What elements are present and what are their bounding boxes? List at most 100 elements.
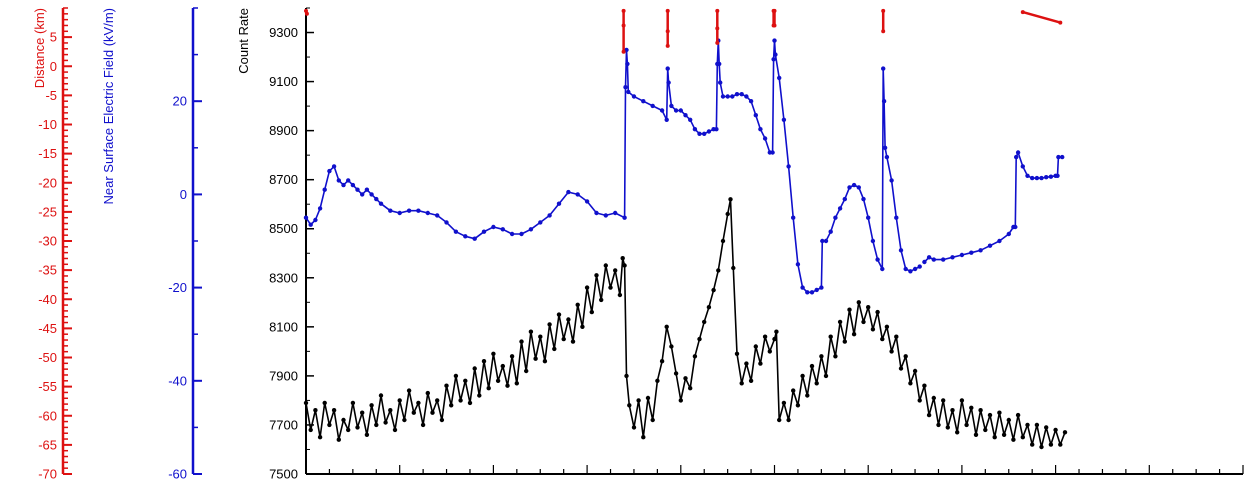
field-data-point [1014, 154, 1019, 160]
field-data-point [718, 80, 723, 85]
field-data-point [1034, 175, 1040, 181]
field-data-point [941, 257, 946, 262]
count-data-point [1062, 430, 1068, 435]
field-data-point [453, 229, 459, 234]
field-tick-label: -60 [168, 467, 187, 482]
field-data-point [861, 196, 866, 202]
field-data-point [926, 255, 932, 260]
field-data-point [463, 234, 468, 239]
distance-data-point [1058, 20, 1063, 25]
count-data-point [819, 354, 824, 359]
field-data-point [322, 187, 327, 192]
count-data-point [800, 373, 805, 379]
field-data-point [1048, 174, 1054, 179]
count-data-point [823, 373, 829, 379]
field-data-point [378, 201, 384, 206]
count-data-point [734, 351, 740, 356]
count-data-point [950, 408, 955, 413]
field-data-point [842, 196, 847, 202]
count-data-point [781, 400, 787, 406]
field-data-point [566, 189, 571, 195]
field-data-point [809, 290, 815, 295]
count-data-point [346, 427, 351, 433]
distance-data-point [772, 8, 777, 13]
count-data-point [1044, 425, 1049, 430]
field-data-point [950, 255, 955, 260]
distance-axis: 5 0 -5 -10 -15 -20 -25 -30 -35 -40 -45 -50 -55 -60 -65… [32, 7, 72, 482]
field-data-point [1025, 173, 1030, 178]
count-data-point [645, 395, 651, 401]
field-data-point [1056, 154, 1061, 160]
field-data-point [847, 185, 852, 190]
count-data-point [926, 412, 932, 418]
count-data-point [1030, 442, 1035, 447]
count-data-point [374, 422, 379, 428]
count-data-point [828, 334, 833, 339]
count-data-point [547, 322, 552, 327]
count-data-point [833, 354, 838, 359]
field-data-point [317, 206, 323, 211]
count-data-point [486, 386, 491, 391]
field-data-point [820, 238, 825, 244]
count-data-point [566, 317, 571, 322]
field-data-point [509, 231, 515, 237]
field-data-point [730, 94, 735, 99]
count-data-point [809, 363, 815, 369]
count-data-point [584, 285, 590, 290]
count-data-point [997, 410, 1002, 415]
field-data-point [856, 185, 861, 190]
distance-tick-label: -25 [38, 204, 57, 219]
count-data-point [955, 430, 960, 435]
count-data-point [435, 398, 440, 403]
field-data-point [641, 99, 646, 104]
count-data-point [388, 408, 393, 413]
field-data-point [538, 220, 543, 225]
count-data-point [861, 319, 866, 325]
field-data-point [922, 259, 927, 265]
distance-data-point [665, 43, 670, 48]
count-data-point [753, 344, 758, 349]
count-data-point [1039, 444, 1044, 450]
field-data-point [773, 52, 778, 57]
count-data-point [552, 346, 557, 352]
field-data-point [1015, 150, 1021, 155]
distance-data-point [715, 40, 720, 45]
field-data-point [388, 208, 393, 213]
field-axis: 20 0 -20 -40 -60 Near Surface Electric Field … [101, 7, 202, 482]
field-series-line [305, 39, 921, 294]
count-data-point [711, 287, 716, 293]
field-data-point [472, 236, 477, 241]
field-data-point [673, 108, 679, 113]
count-data-point [655, 378, 660, 383]
field-data-point [884, 154, 890, 160]
field-data-point [688, 117, 693, 123]
count-data-point [731, 265, 736, 271]
plot-frame [305, 8, 1244, 475]
field-data-point [547, 213, 552, 218]
count-data-point [575, 302, 580, 307]
field-data-point [444, 220, 449, 225]
count-data-point [519, 339, 524, 344]
field-data-point [697, 131, 702, 136]
field-data-point [331, 164, 337, 169]
field-data-point [706, 129, 712, 134]
field-data-point [327, 168, 332, 174]
field-data-point [406, 208, 412, 213]
count-data-point [416, 400, 421, 406]
count-data-point [805, 393, 810, 398]
count-data-point [620, 256, 625, 261]
count-data-point [795, 403, 801, 408]
field-data-point [777, 75, 782, 81]
count-data-point [758, 361, 763, 366]
count-axis-title: Count Rate [236, 8, 251, 74]
count-tick-label: 8100 [269, 319, 298, 334]
count-data-point [673, 371, 679, 376]
field-data-point [364, 187, 370, 192]
count-data-point [814, 381, 819, 386]
count-data-point [495, 378, 501, 383]
field-data-point [626, 89, 631, 95]
field-series-line [923, 151, 1063, 263]
field-data-point [528, 227, 534, 232]
field-data-point [623, 85, 628, 90]
field-data-point [870, 238, 876, 244]
